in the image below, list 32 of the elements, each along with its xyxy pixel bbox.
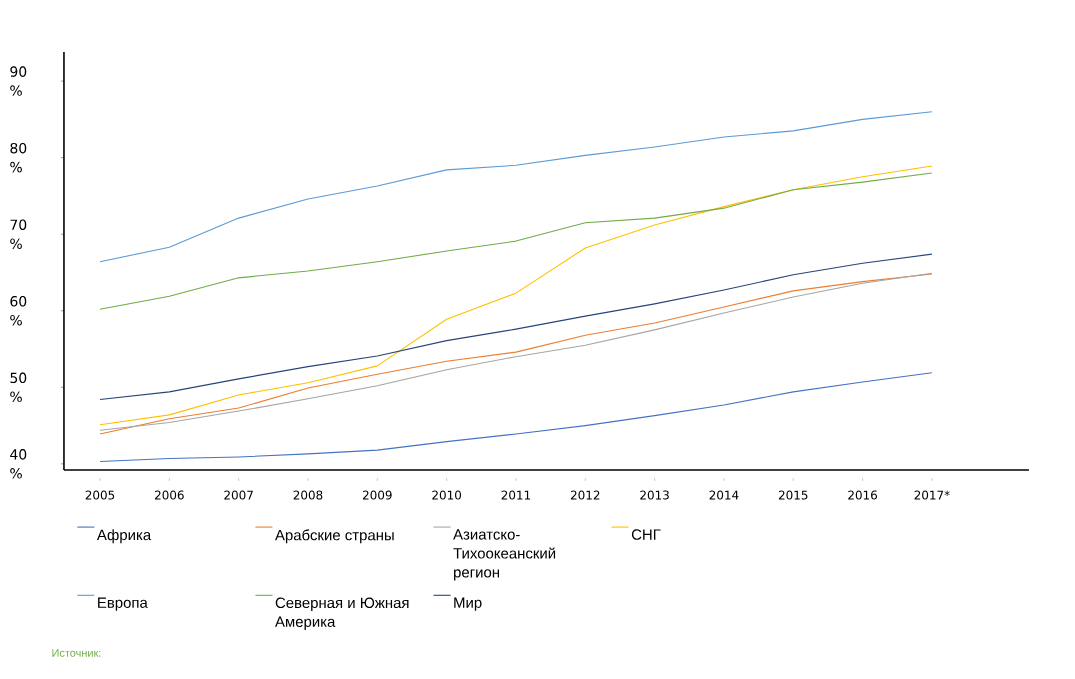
x-tick-label: 2010 bbox=[432, 490, 462, 500]
x-tick-label: 2005 bbox=[85, 490, 115, 500]
legend-label: Арабские страны bbox=[275, 529, 394, 544]
legend-label: Мир bbox=[454, 597, 482, 611]
y-tick-label: 50 % bbox=[10, 372, 27, 403]
x-tick-label: 2015 bbox=[778, 490, 808, 500]
x-tick-label: 2012 bbox=[570, 490, 600, 500]
x-tick-label: 2016 bbox=[848, 490, 878, 500]
text: Источник: bbox=[52, 649, 101, 657]
x-tick-label: 2011 bbox=[501, 490, 531, 500]
y-tick-label: 70 % bbox=[10, 219, 27, 249]
line-series bbox=[99, 253, 933, 401]
x-tick-label: 2009 bbox=[362, 490, 392, 500]
legend-label: Европа bbox=[98, 597, 148, 611]
legend-label: СНГ bbox=[631, 529, 661, 540]
legend-label: Африка bbox=[96, 529, 152, 544]
x-tick-label: 2013 bbox=[640, 490, 669, 500]
y-tick-label: 90 % bbox=[10, 66, 27, 96]
y-tick-label: 60 % bbox=[10, 296, 27, 326]
x-tick-label: 2017* bbox=[914, 490, 950, 500]
y-tick-label: 80 % bbox=[10, 142, 27, 173]
line-series bbox=[99, 165, 933, 426]
y-tick-label: 40 % bbox=[10, 449, 27, 479]
line-series bbox=[99, 172, 933, 310]
legend-label: Азиатско-Тихоокеанский регион bbox=[453, 529, 556, 581]
x-tick-label: 2008 bbox=[293, 490, 323, 500]
line-series bbox=[99, 111, 933, 263]
x-tick-label: 2014 bbox=[709, 490, 739, 500]
x-tick-label: 2007 bbox=[224, 490, 253, 500]
x-tick-label: 2006 bbox=[154, 490, 184, 500]
legend-label: Северная и Южная Америка bbox=[275, 597, 409, 630]
line-series bbox=[99, 372, 933, 463]
